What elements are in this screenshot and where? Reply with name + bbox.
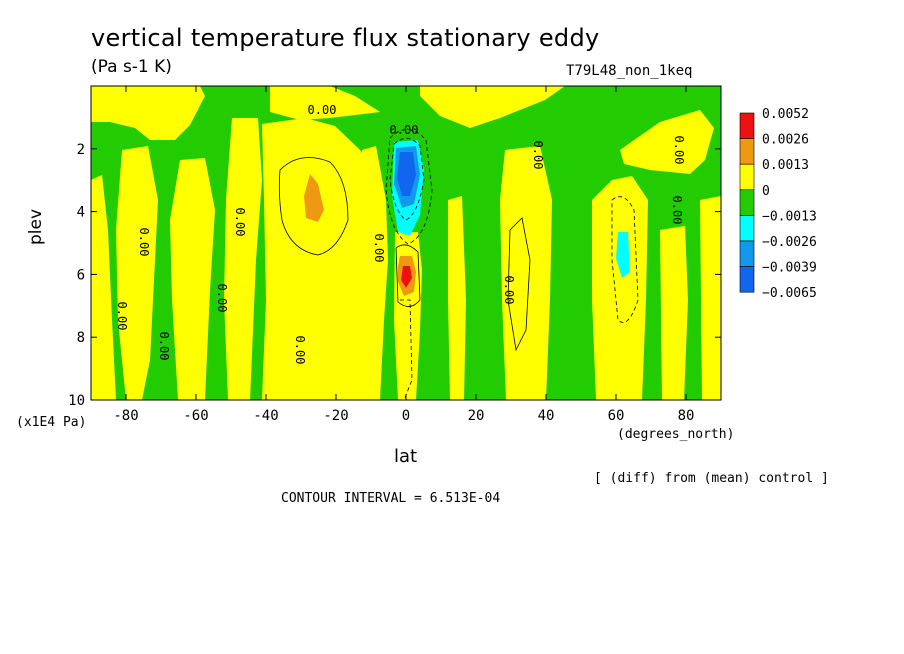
contour-label: 0.00 bbox=[308, 103, 337, 117]
legend-swatch bbox=[739, 215, 755, 242]
chart-title: vertical temperature flux stationary edd… bbox=[91, 24, 600, 52]
contour-label: 0.00 bbox=[293, 336, 307, 365]
negative-spot-nh bbox=[616, 232, 630, 278]
legend-label: −0.0039 bbox=[762, 261, 817, 276]
diff-note: [ (diff) from (mean) control ] bbox=[594, 471, 829, 486]
x-tick-label: -40 bbox=[253, 408, 278, 424]
contour-label: 0.00 bbox=[115, 302, 129, 331]
contour-label: 0.00 bbox=[390, 123, 419, 137]
y-tick-label: 4 bbox=[77, 205, 85, 221]
negative-contour-lines bbox=[385, 129, 639, 400]
legend-swatch bbox=[739, 266, 755, 293]
legend-swatch bbox=[739, 240, 755, 267]
x-tick-label: 60 bbox=[608, 408, 625, 424]
legend-swatch bbox=[739, 138, 755, 165]
legend-label: −0.0013 bbox=[762, 209, 817, 224]
y-axis-units: (x1E4 Pa) bbox=[16, 415, 87, 430]
x-axis-ticks: -80 -60 -40 -20 0 20 40 60 80 bbox=[113, 86, 694, 424]
legend-label: −0.0026 bbox=[762, 235, 817, 250]
chart-units: (Pa s-1 K) bbox=[91, 57, 172, 77]
legend-label: 0.0026 bbox=[762, 133, 809, 148]
y-axis-ticks: 2 4 6 8 10 bbox=[68, 142, 721, 409]
x-tick-label: -60 bbox=[183, 408, 208, 424]
x-axis-units: (degrees_north) bbox=[617, 427, 735, 442]
contour-interval: CONTOUR INTERVAL = 6.513E-04 bbox=[281, 491, 501, 506]
contour-label: 0.00 bbox=[215, 284, 229, 313]
legend-swatch bbox=[739, 163, 755, 191]
x-axis-label: lat bbox=[394, 446, 418, 467]
contour-label: 0.00 bbox=[531, 141, 545, 170]
legend-label: 0.0013 bbox=[762, 158, 809, 173]
contour-label: 0.00 bbox=[157, 332, 171, 361]
legend-swatch bbox=[739, 189, 755, 216]
contour-label: 0.00 bbox=[502, 276, 516, 305]
contour-value-labels: 0.00 0.00 0.00 0.00 0.00 0.00 0.00 0.00 0.00 0.00… bbox=[115, 103, 686, 364]
contour-label: 0.00 bbox=[672, 136, 686, 165]
x-tick-label: 20 bbox=[468, 408, 485, 424]
contour-label: 0.00 bbox=[233, 208, 247, 237]
x-tick-label: 80 bbox=[678, 408, 695, 424]
legend-swatch bbox=[739, 112, 755, 139]
positive-regions bbox=[91, 86, 721, 400]
run-id: T79L48_non_1keq bbox=[566, 63, 693, 79]
y-tick-label: 2 bbox=[77, 142, 85, 158]
y-tick-label: 8 bbox=[77, 330, 85, 346]
legend-label: 0.0052 bbox=[762, 107, 809, 122]
y-tick-label: 6 bbox=[77, 267, 85, 283]
y-tick-label: 10 bbox=[68, 393, 85, 409]
x-tick-label: -80 bbox=[113, 408, 138, 424]
contour-lines bbox=[278, 157, 531, 352]
contour-label: 0.00 bbox=[137, 228, 151, 257]
contour-label: 0.00 bbox=[670, 196, 684, 225]
x-tick-label: 40 bbox=[538, 408, 555, 424]
contour-label: 0.00 bbox=[372, 234, 386, 263]
color-legend: 0.0052 0.0026 0.0013 0 −0.0013 −0.0026 −0.0039… bbox=[739, 107, 817, 301]
negative-core bbox=[397, 152, 416, 196]
x-tick-label: -20 bbox=[323, 408, 348, 424]
positive-core bbox=[401, 266, 412, 288]
legend-label: −0.0065 bbox=[762, 286, 817, 301]
x-tick-label: 0 bbox=[402, 408, 410, 424]
plot-area: 0.00 0.00 0.00 0.00 0.00 0.00 0.00 0.00 0.00 0.00… bbox=[91, 86, 721, 400]
legend-label: 0 bbox=[762, 184, 770, 199]
